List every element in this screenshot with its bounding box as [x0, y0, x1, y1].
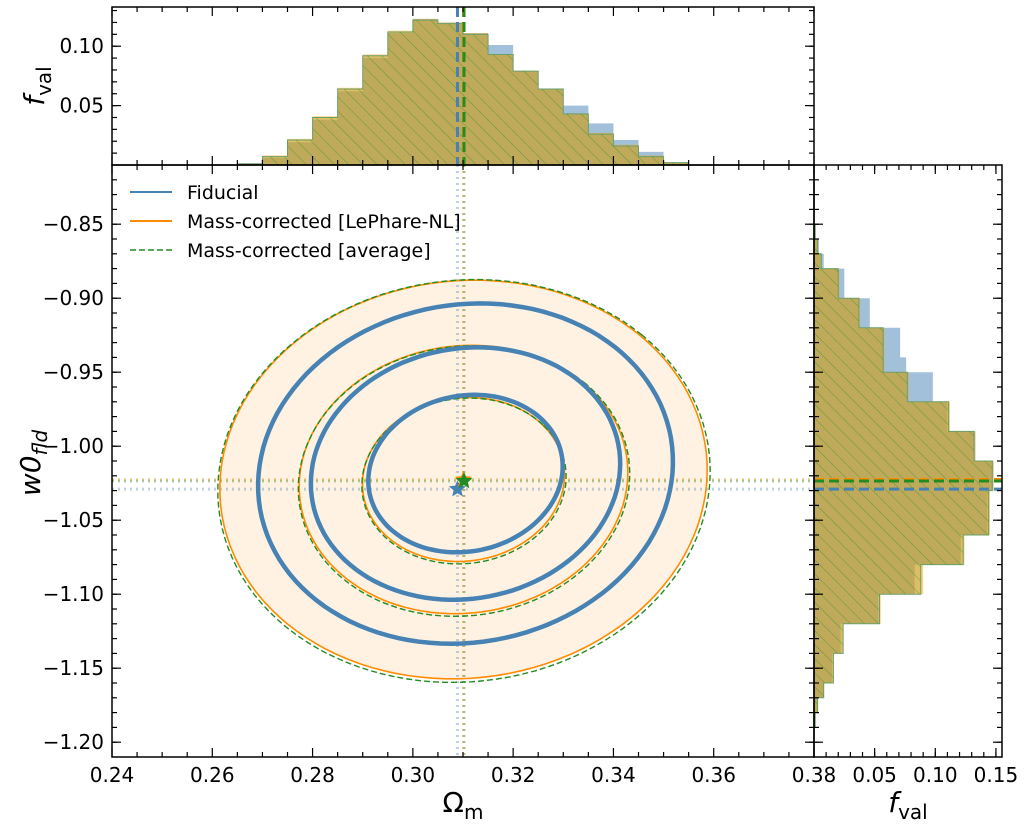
x-axis-title: Ωm: [443, 786, 484, 824]
fiducial-contour-2: [308, 345, 623, 602]
average-best-fit-star: [455, 472, 473, 489]
fiducial-contour-1: [366, 392, 565, 555]
right-x-axis-title: fval: [888, 786, 928, 824]
average-contour-2: [297, 344, 631, 618]
top-y-tick-label: 0.05: [59, 94, 104, 118]
y-tick-label: −1.05: [43, 508, 104, 532]
right-x-tick-label: 0.15: [974, 763, 1019, 787]
y-tick-label: −1.00: [43, 434, 104, 458]
legend-label-2: Mass-corrected [average]: [187, 240, 431, 262]
right-hist-average-hatch: [814, 224, 993, 728]
lephare-contour-3: [219, 279, 708, 680]
axes-layer: 0.24 0.26 0.28 0.30 0.32 0.34 0.36 0.38 −0.85 −0.…: [14, 6, 1019, 824]
y-tick-label: −1.20: [43, 730, 104, 754]
right-histogram-plot: [814, 223, 1002, 728]
x-tick-label: 0.36: [691, 763, 736, 787]
legend-label-0: Fiducial: [187, 182, 259, 204]
top-y-tick-label: 0.10: [59, 34, 104, 58]
top-histogram-plot: [212, 7, 714, 165]
x-tick-label: 0.34: [591, 763, 636, 787]
top-y-axis-title: fval: [18, 66, 56, 106]
y-tick-label: −0.85: [43, 212, 104, 236]
right-x-tick-label: 0.05: [852, 763, 897, 787]
legend: Fiducial Mass-corrected [LePhare-NL] Mass-…: [130, 182, 461, 262]
y-tick-label: −1.15: [43, 656, 104, 680]
x-tick-label: 0.28: [290, 763, 335, 787]
legend-label-1: Mass-corrected [LePhare-NL]: [187, 211, 461, 233]
average-contour-3: [217, 278, 711, 683]
y-tick-label: −0.95: [43, 360, 104, 384]
y-tick-label: −1.10: [43, 582, 104, 606]
x-tick-label: 0.26: [190, 763, 235, 787]
x-tick-label: 0.30: [391, 763, 436, 787]
fiducial-best-fit-star: [448, 480, 466, 497]
y-axis-title: w0fld: [14, 430, 52, 497]
y-tick-label: −0.90: [43, 286, 104, 310]
x-tick-label: 0.32: [491, 763, 536, 787]
right-x-tick-label: 0.10: [913, 763, 958, 787]
fiducial-contour-3: [255, 301, 676, 646]
x-tick-label: 0.38: [792, 763, 837, 787]
top-hist-average-hatch: [212, 20, 714, 165]
main-panel-plot: [112, 165, 814, 757]
x-tick-label: 0.24: [90, 763, 135, 787]
